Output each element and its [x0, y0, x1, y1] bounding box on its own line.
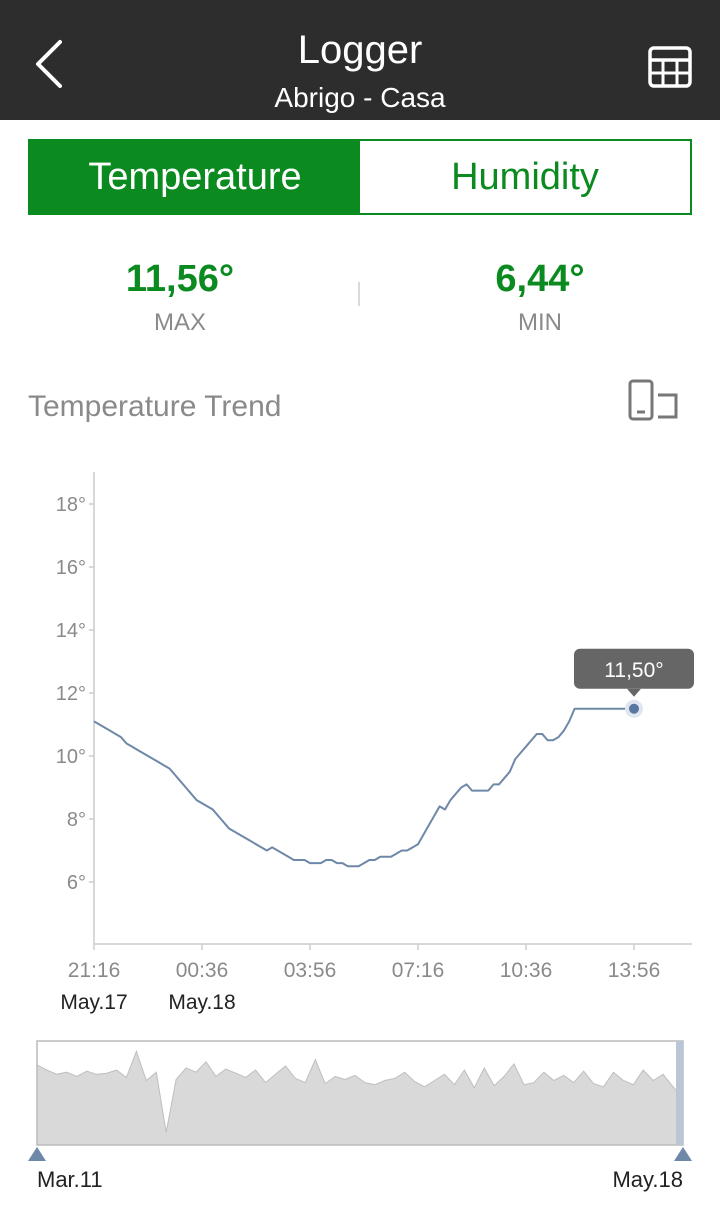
table-grid-icon	[648, 46, 692, 88]
y-tick-label: 18°	[56, 494, 86, 516]
table-view-button[interactable]	[640, 38, 700, 96]
range-start-handle[interactable]	[28, 1147, 46, 1161]
trend-title: Temperature Trend	[28, 390, 282, 423]
min-value: 6,44°	[495, 258, 585, 300]
page-subtitle: Abrigo - Casa	[274, 82, 446, 113]
metric-tabs: Temperature Humidity	[28, 139, 692, 215]
rotate-screen-icon	[628, 379, 678, 421]
y-tick-label: 6°	[67, 872, 86, 894]
app-header: Logger Abrigo - Casa	[0, 0, 720, 120]
tooltip-box	[574, 648, 694, 689]
x-tick-label: 21:16	[68, 959, 121, 982]
rotate-screen-button[interactable]	[626, 376, 682, 424]
x-tick-date-label: May.18	[168, 991, 235, 1014]
y-tick-label: 14°	[56, 620, 86, 642]
y-tick-label: 10°	[56, 746, 86, 768]
x-tick-label: 00:36	[176, 959, 229, 982]
y-tick-label: 16°	[56, 557, 86, 579]
range-end-handle[interactable]	[674, 1147, 692, 1161]
min-label: MIN	[518, 309, 562, 336]
temperature-series-line	[93, 707, 634, 868]
y-tick-label: 12°	[56, 683, 86, 705]
back-button[interactable]	[22, 32, 78, 96]
tab-humidity[interactable]: Humidity	[360, 141, 690, 213]
x-tick-label: 03:56	[284, 959, 337, 982]
tooltip-value: 11,50°	[604, 659, 663, 682]
chevron-left-icon	[36, 40, 62, 88]
range-overview-chart[interactable]	[0, 1030, 720, 1166]
overview-start-label: Mar.11	[37, 1167, 103, 1192]
tooltip-pointer	[627, 688, 641, 697]
x-tick-label: 10:36	[500, 959, 553, 982]
max-label: MAX	[153, 309, 206, 336]
tab-temperature[interactable]: Temperature	[30, 141, 360, 213]
overview-end-label: May.18	[612, 1167, 683, 1192]
min-stat: 6,44° MIN	[360, 256, 720, 338]
page-title: Logger	[297, 28, 423, 72]
max-value: 11,56°	[125, 258, 235, 300]
highlight-point[interactable]	[629, 703, 639, 714]
max-stat: 11,56° MAX	[0, 256, 360, 338]
x-tick-label: 07:16	[392, 959, 445, 982]
overview-area	[36, 1049, 684, 1146]
selected-range-window[interactable]	[676, 1041, 683, 1145]
x-tick-label: 13:56	[608, 959, 661, 982]
stats-divider	[358, 282, 360, 306]
y-tick-label: 8°	[67, 809, 86, 831]
temperature-trend-chart[interactable]: 6° 8° 10° 12° 14° 16° 18° 21:16 May.17 00:36 May.1…	[0, 450, 720, 1020]
x-tick-date-label: May.17	[60, 991, 127, 1014]
